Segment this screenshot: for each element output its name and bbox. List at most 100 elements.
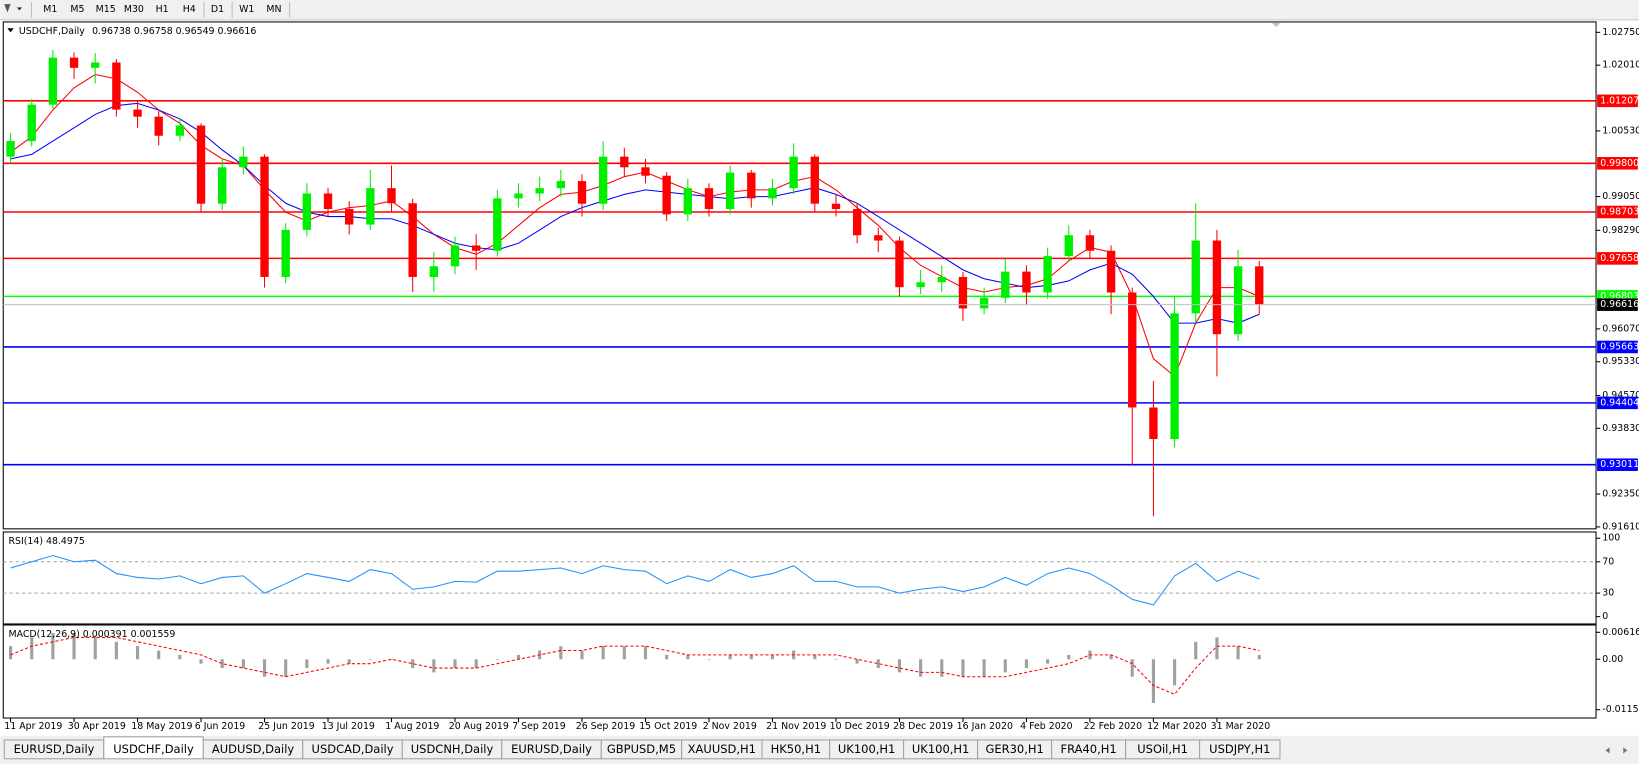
tab-label[interactable]: EURUSD,Daily bbox=[511, 742, 592, 756]
histogram-bar bbox=[199, 659, 203, 664]
level-label: 0.93011 bbox=[1600, 459, 1639, 470]
tab-label[interactable]: USOil,H1 bbox=[1137, 742, 1188, 756]
histogram-bar bbox=[834, 659, 838, 660]
candle-body bbox=[1106, 250, 1116, 293]
candle-body bbox=[831, 203, 841, 210]
period-button[interactable]: H1 bbox=[156, 4, 169, 15]
candle-body bbox=[1022, 271, 1031, 293]
histogram-bar bbox=[1024, 659, 1029, 669]
x-tick-label: 25 Jun 2019 bbox=[258, 721, 315, 732]
histogram-bar bbox=[707, 659, 711, 660]
tab-label[interactable]: XAUUSD,H1 bbox=[688, 742, 756, 756]
symbol-title: USDCHF,Daily bbox=[19, 26, 85, 37]
tab-label[interactable]: UK100,H1 bbox=[912, 742, 969, 756]
tab-label[interactable]: GER30,H1 bbox=[985, 742, 1043, 756]
candle-body bbox=[154, 116, 163, 136]
histogram-bar bbox=[1194, 641, 1198, 660]
tab-label[interactable]: AUDUSD,Daily bbox=[212, 742, 295, 756]
histogram-bar bbox=[643, 646, 648, 660]
dropdown-arrow[interactable] bbox=[16, 7, 23, 11]
tab-label[interactable]: USDCAD,Daily bbox=[312, 742, 394, 756]
level-label-box bbox=[1597, 396, 1638, 410]
candle-body bbox=[1043, 256, 1052, 293]
period-button[interactable]: D1 bbox=[211, 4, 224, 15]
x-tick-label: 30 Apr 2019 bbox=[68, 721, 126, 732]
y-tick-label: 100 bbox=[1602, 533, 1620, 544]
x-tick-label: 4 Feb 2020 bbox=[1020, 721, 1072, 732]
level-label-box bbox=[1597, 157, 1638, 170]
candle-body bbox=[598, 156, 608, 204]
level-label: 0.95663 bbox=[1600, 341, 1639, 352]
tab-label[interactable]: USDCNH,Daily bbox=[411, 742, 494, 756]
period-button[interactable]: M5 bbox=[70, 4, 84, 15]
histogram-bar bbox=[1173, 659, 1177, 686]
candle-body bbox=[1255, 266, 1264, 305]
histogram-bar bbox=[51, 633, 55, 660]
tab-label[interactable]: UK100,H1 bbox=[838, 742, 895, 756]
ohlc-value: 0.96738 bbox=[92, 26, 131, 37]
tab-label[interactable]: USDJPY,H1 bbox=[1209, 742, 1270, 756]
period-button[interactable]: MN bbox=[266, 4, 281, 15]
histogram-bar bbox=[1257, 654, 1261, 660]
tab-label[interactable]: EURUSD,Daily bbox=[14, 742, 95, 756]
tab-label[interactable]: GBPUSD,M5 bbox=[607, 742, 676, 756]
candle-body bbox=[1170, 313, 1179, 440]
level-label: 0.94404 bbox=[1600, 397, 1639, 408]
y-tick-label: -0.011531 bbox=[1602, 704, 1639, 715]
period-button[interactable]: H4 bbox=[183, 4, 196, 15]
histogram-bar bbox=[30, 637, 34, 660]
candle-body bbox=[48, 57, 58, 105]
candle-body bbox=[260, 156, 269, 277]
period-button[interactable]: M1 bbox=[43, 4, 57, 15]
y-tick-label: 1.00530 bbox=[1602, 125, 1639, 136]
histogram-bar bbox=[1067, 654, 1071, 660]
period-button[interactable]: M30 bbox=[124, 4, 144, 15]
histogram-bar bbox=[1109, 654, 1113, 660]
candle-body bbox=[302, 193, 312, 230]
histogram-bar bbox=[1236, 646, 1240, 660]
candle-body bbox=[1149, 407, 1158, 440]
candle-body bbox=[408, 203, 417, 277]
y-tick-label: 0.006167 bbox=[1602, 627, 1639, 638]
histogram-bar bbox=[665, 654, 669, 660]
histogram-bar bbox=[72, 633, 76, 660]
tab-label[interactable]: HK50,H1 bbox=[771, 742, 821, 756]
panel-frame bbox=[2, 624, 1597, 719]
y-tick-label: 70 bbox=[1602, 556, 1614, 567]
symbol-menu-arrow[interactable] bbox=[7, 28, 14, 33]
period-button[interactable]: W1 bbox=[239, 4, 254, 15]
candle-body bbox=[641, 167, 650, 176]
level-label: 0.97658 bbox=[1600, 253, 1639, 264]
histogram-bar bbox=[220, 659, 224, 669]
toolbar-icon[interactable] bbox=[4, 4, 11, 13]
level-label: 0.98703 bbox=[1600, 206, 1639, 217]
histogram-bar bbox=[961, 659, 965, 677]
candle-body bbox=[112, 62, 121, 110]
histogram-bar bbox=[982, 659, 986, 677]
candle-body bbox=[366, 188, 375, 225]
histogram-bar bbox=[1215, 637, 1219, 660]
y-tick-label: 0.94570 bbox=[1602, 390, 1639, 401]
histogram-bar bbox=[178, 654, 182, 660]
level-label: 0.99800 bbox=[1600, 158, 1639, 169]
tab-label[interactable]: USDCHF,Daily bbox=[113, 742, 194, 756]
candle-body bbox=[1064, 235, 1073, 257]
y-tick-label: 0.93830 bbox=[1602, 423, 1639, 434]
candle-body bbox=[1233, 266, 1243, 335]
tab-label[interactable]: FRA40,H1 bbox=[1061, 742, 1117, 756]
histogram-bar bbox=[368, 659, 372, 660]
panel-frame bbox=[2, 531, 1597, 625]
period-button[interactable]: M15 bbox=[96, 4, 116, 15]
histogram-bar bbox=[897, 659, 902, 673]
x-tick-label: 28 Dec 2019 bbox=[893, 721, 953, 732]
candle-body bbox=[979, 297, 989, 309]
x-tick-label: 7 Sep 2019 bbox=[512, 721, 566, 732]
histogram-bar bbox=[305, 659, 309, 669]
candle-body bbox=[704, 188, 714, 210]
x-tick-label: 18 May 2019 bbox=[131, 721, 192, 732]
histogram-bar bbox=[855, 659, 859, 664]
tab[interactable] bbox=[1199, 739, 1281, 760]
x-tick-label: 11 Apr 2019 bbox=[4, 721, 62, 732]
